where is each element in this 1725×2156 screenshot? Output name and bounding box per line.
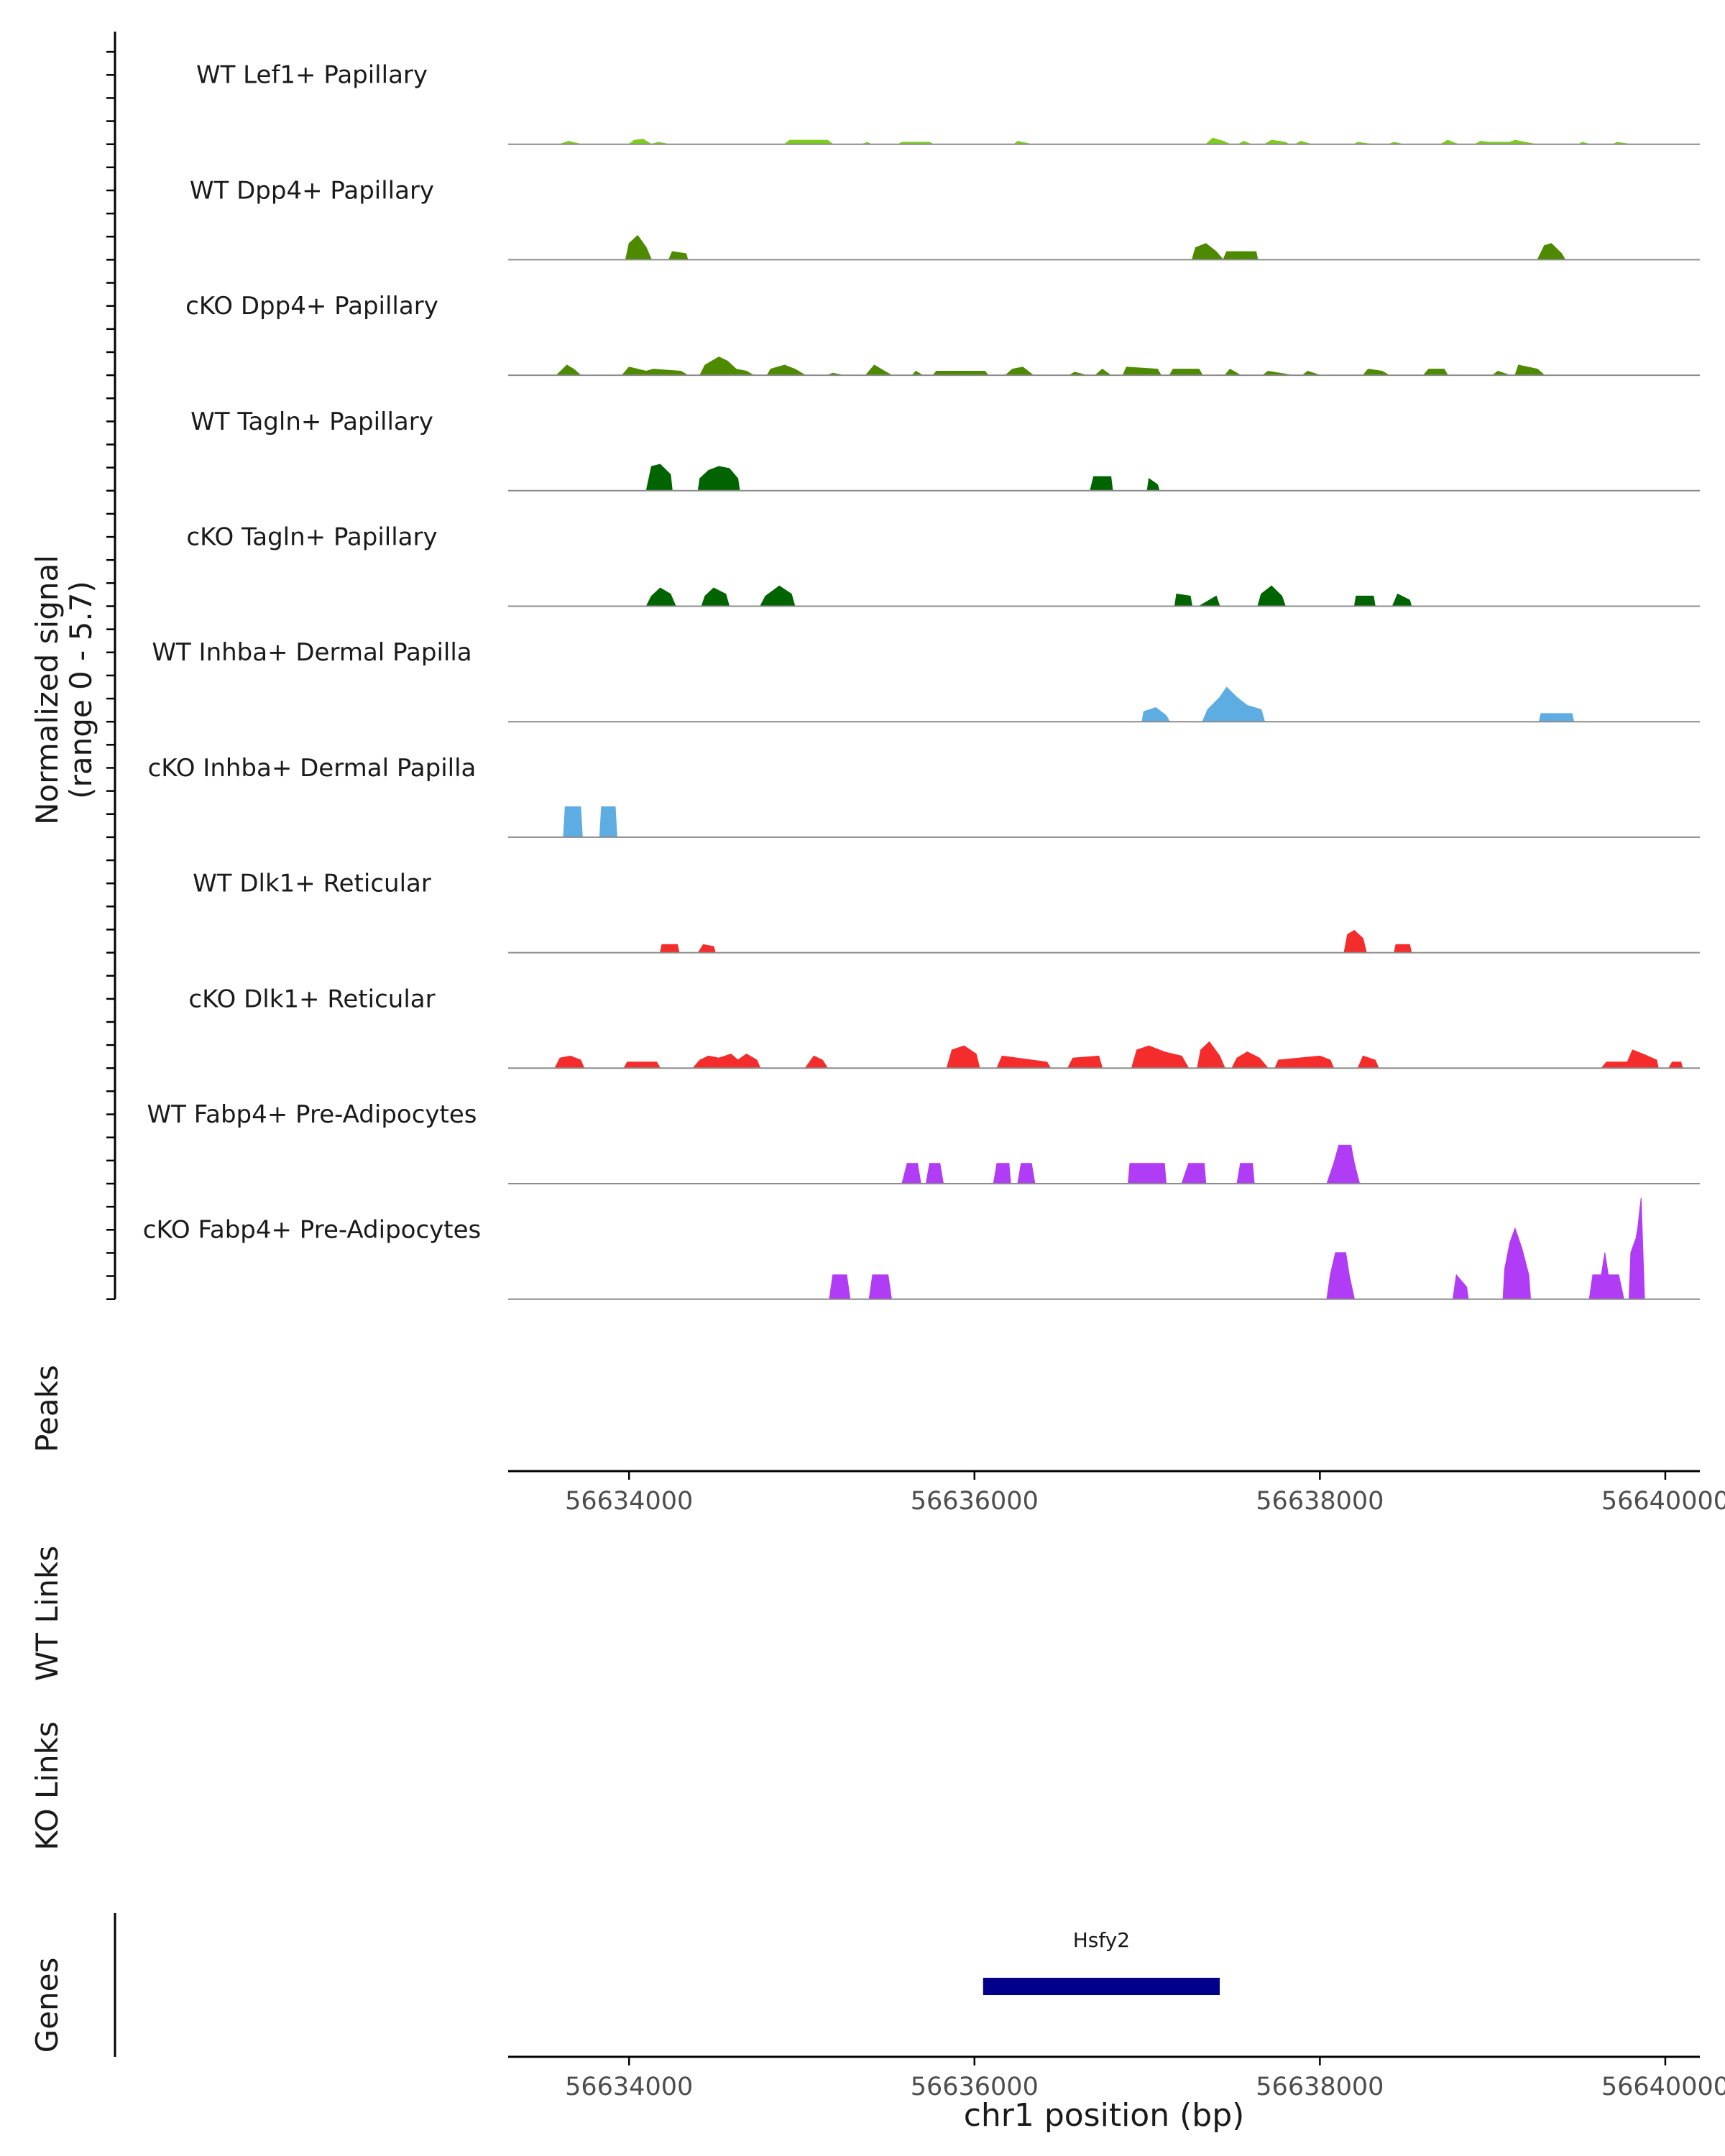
track-label: WT Dpp4+ Papillary bbox=[190, 176, 434, 205]
coverage-area bbox=[901, 1144, 1361, 1184]
peaks-x-tick-label: 56640000 bbox=[1601, 1487, 1725, 1516]
track-label: WT Tagln+ Papillary bbox=[190, 407, 433, 436]
peaks-panel-label: Peaks bbox=[29, 1365, 65, 1452]
track-label: WT Dlk1+ Reticular bbox=[193, 870, 431, 898]
track-label: cKO Tagln+ Papillary bbox=[186, 523, 437, 552]
genes-x-tick-label: 56640000 bbox=[1601, 2073, 1725, 2101]
peaks-x-tick-label: 56634000 bbox=[565, 1487, 693, 1516]
coverage-y-axis-title-line1: Normalized signal bbox=[29, 555, 65, 825]
gene-body bbox=[983, 1978, 1220, 1995]
genes-x-tick-label: 56636000 bbox=[911, 2073, 1039, 2101]
genes-panel-label: Genes bbox=[29, 1958, 65, 2053]
coverage-area bbox=[554, 1041, 1683, 1069]
coverage-track: cKO Inhba+ Dermal Papilla bbox=[148, 754, 1700, 838]
coverage-track: WT Inhba+ Dermal Papilla bbox=[152, 638, 1700, 723]
coverage-track: WT Fabp4+ Pre-Adipocytes bbox=[147, 1100, 1700, 1184]
coverage-area bbox=[625, 234, 1566, 261]
gene-label: Hsfy2 bbox=[1073, 1928, 1130, 1952]
coverage-track: WT Tagln+ Papillary bbox=[190, 407, 1700, 492]
coverage-track: cKO Fabp4+ Pre-Adipocytes bbox=[143, 1197, 1700, 1300]
coverage-area bbox=[829, 1197, 1645, 1300]
coverage-area bbox=[556, 356, 1546, 376]
track-label: cKO Dpp4+ Papillary bbox=[185, 292, 438, 321]
x-axis-title: chr1 position (bp) bbox=[964, 2097, 1245, 2134]
coverage-track: WT Dpp4+ Papillary bbox=[190, 176, 1700, 261]
track-label: WT Inhba+ Dermal Papilla bbox=[152, 638, 472, 667]
coverage-area bbox=[645, 464, 1160, 492]
coverage-track: WT Dlk1+ Reticular bbox=[193, 870, 1700, 954]
coverage-track: WT Lef1+ Papillary bbox=[196, 61, 1700, 145]
wt-links-panel-label: WT Links bbox=[29, 1546, 65, 1681]
track-label: cKO Inhba+ Dermal Papilla bbox=[148, 754, 477, 783]
ko-links-panel-label: KO Links bbox=[29, 1721, 65, 1851]
coverage-area bbox=[1141, 686, 1575, 722]
track-label: WT Fabp4+ Pre-Adipocytes bbox=[147, 1100, 477, 1129]
peaks-x-tick-label: 56636000 bbox=[911, 1487, 1039, 1516]
coverage-area bbox=[559, 137, 1631, 145]
coverage-track: cKO Tagln+ Papillary bbox=[186, 523, 1700, 607]
coverage-track: cKO Dpp4+ Papillary bbox=[185, 292, 1700, 377]
track-label: cKO Dlk1+ Reticular bbox=[188, 985, 435, 1013]
coverage-y-axis-title-line2: (range 0 - 5.7) bbox=[63, 581, 98, 799]
coverage-track: cKO Dlk1+ Reticular bbox=[188, 985, 1700, 1069]
track-label: cKO Fabp4+ Pre-Adipocytes bbox=[143, 1216, 482, 1245]
coverage-area bbox=[645, 585, 1412, 607]
coverage-area bbox=[659, 929, 1412, 954]
coverage-area bbox=[563, 806, 617, 838]
genes-x-tick-label: 56634000 bbox=[565, 2073, 693, 2101]
peaks-x-tick-label: 56638000 bbox=[1256, 1487, 1384, 1516]
genes-x-tick-label: 56638000 bbox=[1256, 2073, 1384, 2101]
track-label: WT Lef1+ Papillary bbox=[196, 61, 428, 90]
